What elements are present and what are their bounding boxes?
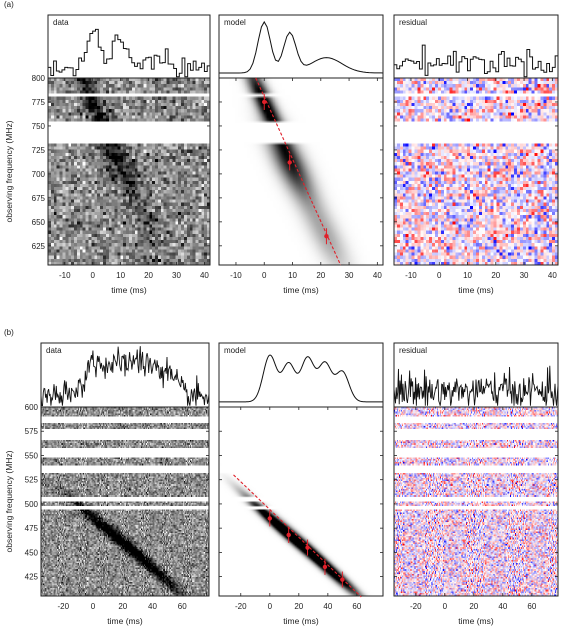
heatmap-frame-residual [393, 406, 559, 597]
x-axis-label: time (ms) [458, 285, 494, 295]
heatmap-model [219, 78, 383, 265]
component-marker [262, 99, 267, 105]
x-tick-label: 0 [91, 602, 96, 611]
subplot-title-model: model [224, 18, 246, 27]
x-tick-label: 20 [118, 602, 127, 611]
x-tick-label: 60 [527, 602, 536, 611]
x-tick-label: -10 [230, 271, 242, 280]
x-tick-label: -10 [59, 271, 71, 280]
profile-line-data [48, 28, 211, 78]
x-tick-label: 10 [463, 271, 472, 280]
x-tick-label: 20 [491, 271, 500, 280]
heatmap-residual [394, 78, 558, 265]
subplot-title-model: model [224, 346, 246, 355]
x-tick-label: 10 [288, 271, 297, 280]
subplot-title-residual: residual [399, 18, 427, 27]
x-tick-label: 60 [352, 602, 361, 611]
x-tick-label: 20 [469, 602, 478, 611]
y-tick-label: 725 [32, 146, 46, 155]
subplot-title-data: data [46, 346, 62, 355]
heatmap-frame-model [218, 77, 384, 266]
component-marker [287, 160, 292, 165]
heatmap-residual [394, 407, 558, 596]
x-tick-label: -10 [405, 271, 417, 280]
y-tick-label: 750 [32, 122, 46, 131]
heatmap-layer [41, 78, 558, 596]
x-tick-label: 20 [316, 271, 325, 280]
x-tick-label: 0 [90, 271, 95, 280]
component-marker [340, 577, 345, 582]
x-tick-label: 0 [437, 271, 442, 280]
heatmap-frame-model [218, 406, 384, 597]
x-tick-label: 0 [443, 602, 448, 611]
y-tick-label: 475 [25, 524, 39, 533]
component-marker [286, 532, 291, 538]
text-layer: (a) observing frequency (MHz) data -10 0 10 20… [4, 0, 557, 626]
panel-label: (b) [4, 328, 14, 337]
x-tick-label: 60 [178, 602, 187, 611]
x-tick-label: 0 [262, 271, 267, 280]
x-tick-label: 40 [323, 602, 332, 611]
x-tick-label: 20 [294, 602, 303, 611]
y-tick-label: 775 [32, 98, 46, 107]
profile-line-data [40, 346, 210, 407]
x-tick-label: -20 [410, 602, 422, 611]
y-tick-label: 700 [32, 170, 46, 179]
y-tick-label: 525 [25, 476, 39, 485]
y-tick-label: 500 [25, 500, 39, 509]
heatmap-frame-data [47, 77, 211, 266]
y-tick-label: 650 [32, 218, 46, 227]
dm-track-line [233, 474, 362, 598]
profile-line-model [219, 20, 384, 74]
heatmap-frame-residual [393, 77, 559, 266]
x-tick-label: -20 [58, 602, 70, 611]
heatmap-data [48, 78, 210, 265]
y-tick-label: 625 [32, 242, 46, 251]
subplot-title-data: data [53, 18, 69, 27]
component-marker [305, 545, 310, 550]
x-tick-label: 30 [172, 271, 181, 280]
x-tick-label: 40 [373, 271, 382, 280]
x-tick-label: 40 [200, 271, 209, 280]
x-tick-label: 40 [148, 602, 157, 611]
y-tick-label: 600 [25, 403, 39, 412]
x-tick-label: 30 [520, 271, 529, 280]
x-tick-label: 30 [345, 271, 354, 280]
y-tick-label: 575 [25, 427, 39, 436]
y-tick-label: 675 [32, 194, 46, 203]
heatmap-data [41, 407, 209, 596]
x-tick-label: 40 [548, 271, 557, 280]
x-axis-label: time (ms) [458, 616, 494, 626]
y-tick-label: 800 [32, 74, 46, 83]
marks-layer [40, 14, 559, 598]
x-tick-label: 0 [268, 602, 273, 611]
component-marker [324, 234, 329, 239]
x-axis-label: time (ms) [111, 285, 147, 295]
profile-line-residual [394, 44, 559, 78]
y-tick-label: 450 [25, 548, 39, 557]
heatmap-model [219, 407, 383, 596]
y-tick-label: 425 [25, 573, 39, 582]
x-axis-label: time (ms) [283, 616, 319, 626]
heatmap-frame-data [40, 406, 210, 597]
y-tick-label: 550 [25, 451, 39, 460]
y-axis-label: observing frequency (MHz) [4, 450, 14, 552]
profile-line-model [219, 354, 383, 403]
x-tick-label: 40 [498, 602, 507, 611]
x-tick-label: -20 [235, 602, 247, 611]
profile-line-residual [393, 365, 559, 406]
x-tick-label: 20 [144, 271, 153, 280]
component-marker [267, 516, 272, 521]
panel-label: (a) [4, 0, 14, 9]
component-marker [322, 564, 328, 570]
y-axis-label: observing frequency (MHz) [4, 120, 14, 222]
subplot-title-residual: residual [399, 346, 427, 355]
x-axis-label: time (ms) [107, 616, 143, 626]
x-tick-label: 10 [116, 271, 125, 280]
x-axis-label: time (ms) [283, 285, 319, 295]
